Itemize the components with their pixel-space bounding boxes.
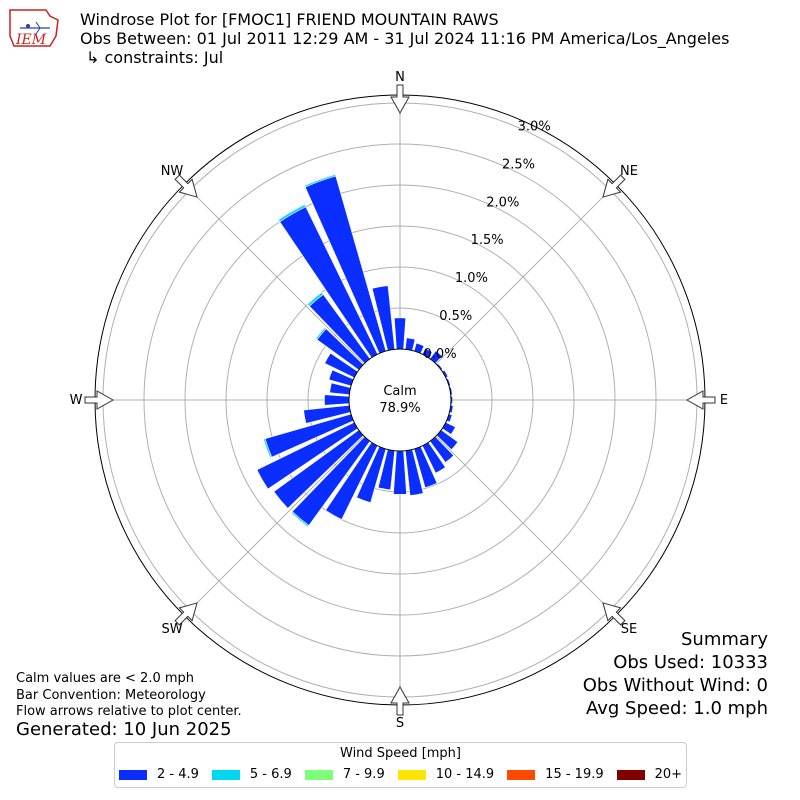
windrose-bar [307, 291, 324, 307]
generated-date: Generated: 10 Jun 2025 [16, 719, 232, 740]
radial-tick-label: 1.5% [471, 233, 504, 248]
legend-label: 7 - 9.9 [342, 767, 385, 782]
legend-label: 10 - 14.9 [435, 767, 495, 782]
windrose-bar [315, 327, 327, 341]
legend-swatch [119, 769, 147, 780]
legend-item: 5 - 6.9 [211, 767, 292, 782]
calm-value: 78.9% [379, 401, 420, 416]
direction-arrow [390, 84, 410, 115]
radial-tick-label: 2.5% [502, 157, 535, 172]
direction-arrow [174, 602, 198, 626]
direction-arrows [84, 84, 716, 716]
legend: Wind Speed [mph] 2 - 4.9 5 - 6.9 7 - 9.9… [114, 742, 687, 788]
legend-item: 2 - 4.9 [119, 767, 199, 782]
legend-item: 15 - 19.9 [507, 767, 604, 782]
legend-title: Wind Speed [mph] [340, 746, 461, 761]
legend-label: 5 - 6.9 [249, 767, 292, 782]
direction-arrow [602, 602, 626, 626]
windrose-bars [256, 174, 459, 528]
compass-se: SE [621, 622, 637, 637]
legend-item: 7 - 9.9 [304, 767, 385, 782]
radial-tick-labels: 0.0% 0.5% 1.0% 1.5% 2.0% 2.5% 3.0% [424, 120, 551, 362]
legend-swatch [211, 769, 240, 780]
compass-ne: NE [620, 164, 638, 179]
direction-arrow [685, 390, 716, 410]
notes-panel: Calm values are < 2.0 mph Bar Convention… [16, 671, 242, 721]
radial-tick-label: 1.0% [455, 271, 488, 286]
grid-ring [266, 266, 534, 534]
compass-w: W [70, 393, 83, 408]
constraints: ↳ constraints: Jul [86, 48, 224, 67]
direction-arrow [602, 174, 626, 198]
summary-heading: Summary [681, 629, 768, 650]
legend-label: 2 - 4.9 [157, 767, 199, 782]
legend-swatch [507, 769, 536, 780]
radial-tick-label: 3.0% [518, 120, 551, 135]
obs-used: Obs Used: 10333 [613, 652, 768, 673]
grid-spoke [183, 183, 365, 365]
legend-swatch [397, 769, 426, 780]
windrose-bar [324, 394, 350, 406]
legend-label: 20+ [654, 767, 683, 782]
radial-tick-label: 0.5% [439, 309, 472, 324]
avg-speed: Avg Speed: 1.0 mph [586, 698, 768, 719]
grid-ring [143, 143, 657, 657]
calm-label: Calm [383, 384, 416, 399]
windrose-bar [290, 511, 310, 528]
compass-sw: SW [161, 622, 182, 637]
legend-label: 15 - 19.9 [545, 767, 604, 782]
summary-panel: Summary Obs Used: 10333 Obs Without Wind… [583, 628, 768, 720]
direction-arrow [84, 390, 115, 410]
logo-text: IEM [15, 32, 47, 48]
compass-s: S [396, 716, 404, 731]
obs-without-wind: Obs Without Wind: 0 [582, 675, 768, 696]
windrose-bar [393, 450, 407, 495]
legend-item: 20+ [616, 767, 683, 782]
iem-logo: IEM [6, 6, 64, 50]
direction-arrow [174, 174, 198, 198]
note-flow: Flow arrows relative to plot center. [16, 704, 242, 719]
compass-e: E [720, 393, 728, 408]
windrose-bar [263, 438, 273, 459]
legend-item: 10 - 14.9 [397, 767, 495, 782]
legend-items: 2 - 4.9 5 - 6.9 7 - 9.9 10 - 14.9 15 - 1… [119, 767, 695, 782]
windrose-bar [277, 204, 307, 223]
legend-swatch [616, 769, 645, 780]
grid-spoke [183, 435, 365, 617]
grid-spoke [435, 183, 617, 365]
radial-tick-label: 0.0% [424, 347, 457, 362]
legend-swatch [304, 769, 333, 780]
note-bar-convention: Bar Convention: Meteorology [16, 687, 206, 703]
obs-between: Obs Between: 01 Jul 2011 12:29 AM - 31 J… [80, 29, 730, 48]
direction-arrow [390, 685, 410, 716]
compass-nw: NW [161, 164, 184, 179]
windrose-bar [393, 317, 407, 350]
calm-circle [348, 348, 452, 452]
grid-ring [225, 225, 575, 575]
grid-ring [184, 184, 616, 616]
windrose-bar [405, 337, 416, 351]
compass-n: N [395, 70, 405, 85]
title-block: Windrose Plot for [FMOC1] FRIEND MOUNTAI… [80, 10, 729, 67]
note-calm: Calm values are < 2.0 mph [16, 671, 195, 686]
windrose-bar [304, 174, 337, 188]
radial-tick-label: 2.0% [486, 195, 519, 210]
chart-title: Windrose Plot for [FMOC1] FRIEND MOUNTAI… [80, 10, 499, 29]
grid-spoke [435, 435, 617, 617]
